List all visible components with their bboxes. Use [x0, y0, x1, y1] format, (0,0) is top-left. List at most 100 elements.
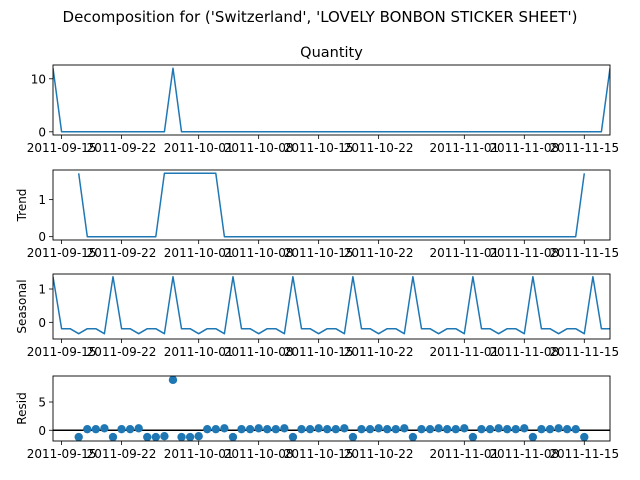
- residual-point: [143, 433, 151, 441]
- x-tick-label: 2011-09-22: [87, 345, 157, 359]
- residual-point: [512, 425, 520, 433]
- residual-point: [177, 433, 185, 441]
- residual-point: [443, 425, 451, 433]
- residual-point: [169, 376, 177, 384]
- residual-point: [332, 425, 340, 433]
- y-tick-label: 5: [38, 396, 46, 410]
- residual-point: [289, 433, 297, 441]
- residual-point: [572, 425, 580, 433]
- residual-point: [477, 425, 485, 433]
- residual-point: [117, 425, 125, 433]
- residual-point: [554, 424, 562, 432]
- residual-point: [434, 424, 442, 432]
- residual-point: [417, 425, 425, 433]
- residual-point: [349, 433, 357, 441]
- series-line-trend: [79, 173, 585, 236]
- residual-point: [254, 424, 262, 432]
- residual-point: [503, 425, 511, 433]
- subplot-2: Trend012011-09-152011-09-22 2011-10-01201…: [15, 170, 619, 260]
- residual-point: [75, 433, 83, 441]
- residual-point: [529, 433, 537, 441]
- x-tick-label: 2011-11-15: [549, 345, 619, 359]
- residual-point: [374, 424, 382, 432]
- x-tick-label: 2011-10-22: [344, 447, 414, 461]
- residual-point: [126, 425, 134, 433]
- residual-point: [426, 425, 434, 433]
- x-tick-label: 2011-11-15: [549, 246, 619, 260]
- residual-point: [323, 425, 331, 433]
- y-tick-label: 0: [38, 424, 46, 438]
- x-tick-label: 2011-10-22: [344, 141, 414, 155]
- residual-point: [520, 424, 528, 432]
- data-marks: [75, 376, 589, 442]
- data-marks: [53, 277, 610, 334]
- residual-point: [314, 424, 322, 432]
- residual-point: [366, 425, 374, 433]
- residual-point: [92, 425, 100, 433]
- y-tick-label: 0: [38, 316, 46, 330]
- y-tick-label: 0: [38, 230, 46, 244]
- residual-point: [452, 425, 460, 433]
- residual-point: [203, 425, 211, 433]
- residual-point: [109, 433, 117, 441]
- residual-point: [246, 425, 254, 433]
- residual-point: [263, 425, 271, 433]
- subplot-title: Quantity: [300, 45, 363, 61]
- y-axis-label: Seasonal: [15, 279, 29, 333]
- figure-suptitle: Decomposition for ('Switzerland', 'LOVEL…: [63, 8, 578, 26]
- y-tick-label: 0: [38, 125, 46, 139]
- y-axis-label: Trend: [15, 189, 29, 223]
- x-tick-label: 2011-09-22: [87, 447, 157, 461]
- x-tick-label: 2011-11-15: [549, 141, 619, 155]
- residual-point: [392, 425, 400, 433]
- y-axis-label: Resid: [15, 392, 29, 424]
- residual-point: [134, 424, 142, 432]
- residual-point: [297, 425, 305, 433]
- series-line-quantity: [53, 68, 610, 132]
- residual-point: [340, 424, 348, 432]
- residual-point: [220, 424, 228, 432]
- residual-point: [400, 424, 408, 432]
- residual-point: [460, 424, 468, 432]
- x-tick-label: 2011-09-22: [87, 246, 157, 260]
- residual-point: [194, 432, 202, 440]
- residual-point: [306, 425, 314, 433]
- residual-point: [83, 425, 91, 433]
- residual-point: [237, 425, 245, 433]
- x-tick-label: 2011-10-22: [344, 345, 414, 359]
- residual-point: [486, 425, 494, 433]
- residual-point: [563, 425, 571, 433]
- residual-point: [229, 433, 237, 441]
- residual-point: [186, 433, 194, 441]
- residual-point: [280, 424, 288, 432]
- series-line-seasonal: [53, 277, 610, 334]
- data-marks: [79, 173, 585, 236]
- residual-point: [409, 433, 417, 441]
- residual-point: [152, 433, 160, 441]
- residual-point: [100, 424, 108, 432]
- residual-point: [357, 425, 365, 433]
- axes-frame: [53, 65, 610, 135]
- residual-point: [469, 433, 477, 441]
- residual-point: [212, 425, 220, 433]
- residual-point: [537, 425, 545, 433]
- axes-frame: [53, 170, 610, 240]
- residual-point: [383, 425, 391, 433]
- y-tick-label: 10: [31, 72, 46, 86]
- residual-point: [580, 433, 588, 441]
- residual-point: [160, 432, 168, 440]
- y-tick-label: 1: [38, 193, 46, 207]
- x-tick-label: 2011-10-22: [344, 246, 414, 260]
- x-tick-label: 2011-09-22: [87, 141, 157, 155]
- x-tick-label: 2011-11-15: [549, 447, 619, 461]
- residual-point: [494, 424, 502, 432]
- data-marks: [53, 68, 610, 132]
- residual-point: [272, 425, 280, 433]
- residual-point: [546, 425, 554, 433]
- y-tick-label: 1: [38, 283, 46, 297]
